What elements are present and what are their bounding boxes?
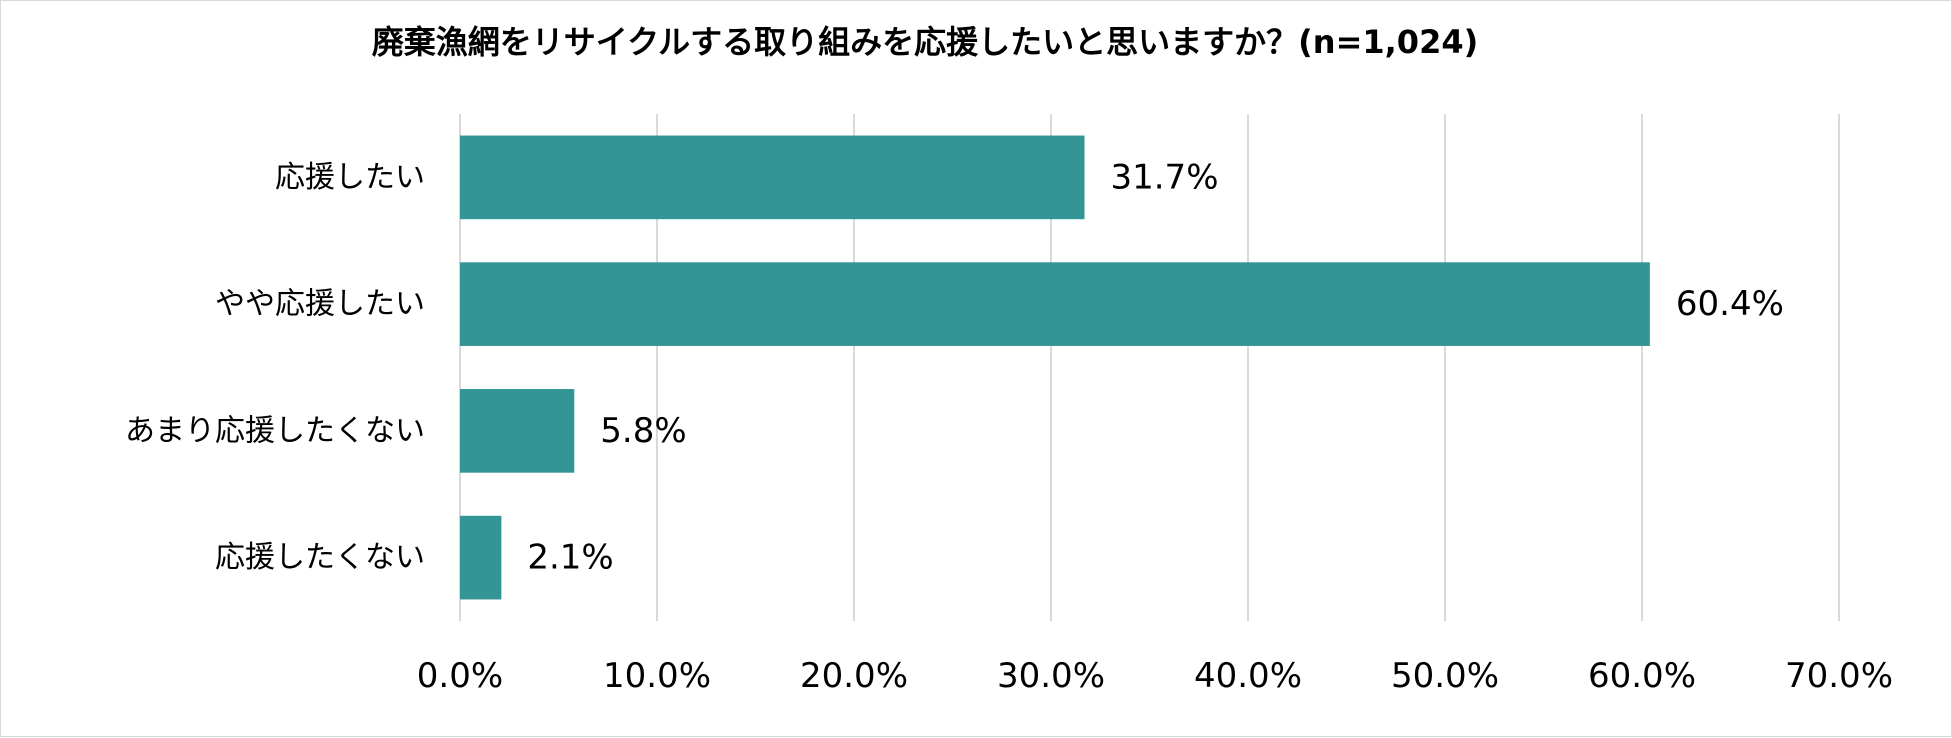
- category-label-1: やや応援したい: [215, 287, 425, 322]
- x-tick-label-3: 30.0%: [997, 656, 1105, 696]
- data-label-2: 5.8%: [600, 411, 686, 451]
- x-tick-label-5: 50.0%: [1391, 656, 1499, 696]
- bar-3: [460, 515, 502, 600]
- x-tick-label-1: 10.0%: [603, 656, 711, 696]
- bars: [460, 135, 1650, 600]
- x-tick-label-2: 20.0%: [800, 656, 908, 696]
- chart-title: 廃棄漁網をリサイクルする取り組みを応援したいと思いますか？(n=1,024): [372, 23, 1478, 61]
- data-label-1: 60.4%: [1676, 284, 1784, 324]
- x-tick-label-4: 40.0%: [1194, 656, 1302, 696]
- bar-1: [460, 262, 1650, 346]
- data-label-0: 31.7%: [1110, 157, 1218, 197]
- bar-0: [460, 135, 1085, 220]
- x-tick-label-0: 0.0%: [417, 656, 503, 696]
- x-tick-label-6: 60.0%: [1588, 656, 1696, 696]
- data-label-3: 2.1%: [527, 538, 613, 578]
- labels: 0.0% 10.0% 20.0% 30.0% 40.0% 50.0% 60.0% 70.0% 応…: [125, 157, 1893, 696]
- category-label-2: あまり応援したくない: [125, 413, 425, 448]
- x-tick-label-7: 70.0%: [1785, 656, 1893, 696]
- category-label-3: 応援したくない: [215, 540, 425, 575]
- bar-2: [460, 389, 575, 473]
- category-label-0: 応援したい: [275, 160, 425, 195]
